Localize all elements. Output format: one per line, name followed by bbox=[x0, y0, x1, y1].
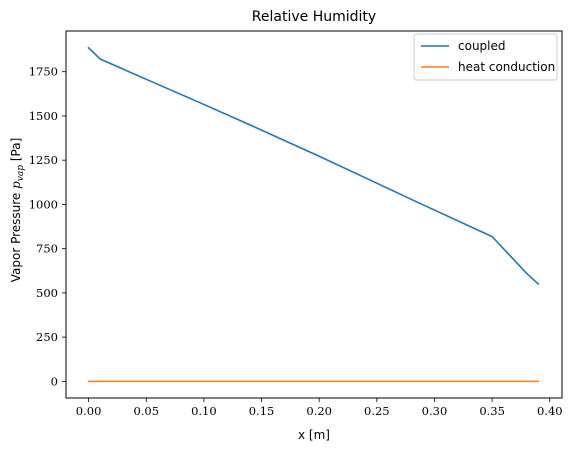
x-tick-label: 0.40 bbox=[537, 404, 563, 418]
legend-label-coupled: coupled bbox=[458, 39, 506, 53]
x-tick-label: 0.05 bbox=[133, 404, 159, 418]
y-axis-label-prefix: Vapor Pressure bbox=[9, 189, 23, 282]
y-tick-label: 1000 bbox=[29, 197, 58, 211]
x-tick-label: 0.35 bbox=[479, 404, 505, 418]
x-tick-label: 0.00 bbox=[76, 404, 102, 418]
y-tick-label: 750 bbox=[36, 242, 58, 256]
y-tick-label: 0 bbox=[51, 374, 58, 388]
y-tick-label: 1750 bbox=[29, 65, 58, 79]
legend: coupled heat conduction bbox=[414, 34, 557, 80]
legend-label-heat-conduction: heat conduction bbox=[458, 60, 555, 74]
chart-title: Relative Humidity bbox=[252, 9, 376, 25]
x-tick-label: 0.25 bbox=[364, 404, 390, 418]
x-tick-label: 0.10 bbox=[191, 404, 217, 418]
y-tick-label: 500 bbox=[36, 286, 58, 300]
x-tick-label: 0.15 bbox=[249, 404, 275, 418]
y-axis-label-subscript: vap bbox=[16, 165, 26, 181]
y-tick-label: 1250 bbox=[29, 153, 58, 167]
y-tick-label: 250 bbox=[36, 330, 58, 344]
x-axis-label: x [m] bbox=[298, 428, 330, 442]
y-tick-label: 1500 bbox=[29, 109, 58, 123]
y-axis-label-suffix: [Pa] bbox=[9, 138, 23, 165]
x-tick-label: 0.30 bbox=[422, 404, 448, 418]
x-tick-label: 0.20 bbox=[306, 404, 332, 418]
